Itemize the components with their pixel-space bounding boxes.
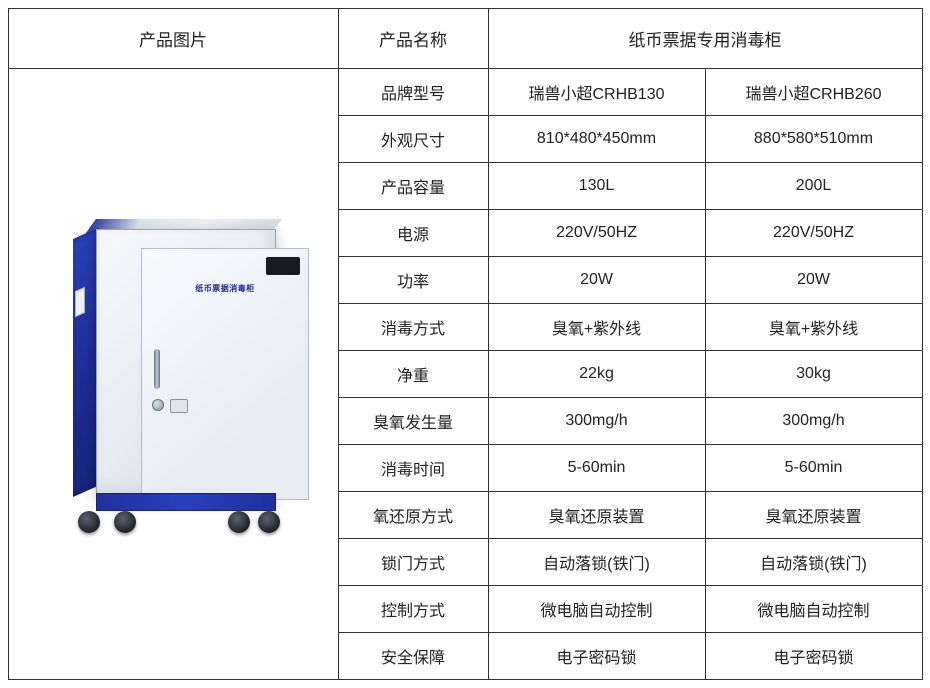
attr-value-model-2: 臭氧+紫外线	[705, 304, 922, 351]
keypad-lock-icon	[170, 399, 188, 413]
caster-wheel-icon	[228, 511, 250, 533]
attr-value-model-1: 臭氧还原装置	[488, 492, 705, 539]
attr-label: 臭氧发生量	[338, 398, 488, 445]
product-spec-table: 产品图片 产品名称 纸币票据专用消毒柜 纸币票据消毒柜	[8, 8, 923, 680]
attr-value-model-1: 300mg/h	[488, 398, 705, 445]
attr-value-model-1: 微电脑自动控制	[488, 586, 705, 633]
caster-wheel-icon	[78, 511, 100, 533]
caster-wheel-icon	[114, 511, 136, 533]
attr-value-model-1: 130L	[488, 163, 705, 210]
header-title: 纸币票据专用消毒柜	[488, 9, 922, 69]
cabinet-door: 纸币票据消毒柜	[141, 248, 309, 500]
attr-label: 控制方式	[338, 586, 488, 633]
attr-value-model-2: 880*580*510mm	[705, 116, 922, 163]
attr-value-model-2: 20W	[705, 257, 922, 304]
attr-label: 消毒时间	[338, 445, 488, 492]
attr-value-model-2: 电子密码锁	[705, 633, 922, 680]
attr-label: 消毒方式	[338, 304, 488, 351]
attr-value-model-1: 810*480*450mm	[488, 116, 705, 163]
cabinet-door-label: 纸币票据消毒柜	[195, 283, 255, 294]
attr-label: 品牌型号	[338, 69, 488, 116]
attr-label: 功率	[338, 257, 488, 304]
attr-value-model-2: 30kg	[705, 351, 922, 398]
table-header-row: 产品图片 产品名称 纸币票据专用消毒柜	[8, 9, 922, 69]
attr-label: 电源	[338, 210, 488, 257]
attr-value-model-1: 电子密码锁	[488, 633, 705, 680]
header-name-col: 产品名称	[338, 9, 488, 69]
attr-value-model-1: 220V/50HZ	[488, 210, 705, 257]
cabinet-side-sticker	[75, 287, 85, 317]
attr-value-model-2: 自动落锁(铁门)	[705, 539, 922, 586]
attr-value-model-2: 300mg/h	[705, 398, 922, 445]
attr-value-model-1: 自动落锁(铁门)	[488, 539, 705, 586]
attr-value-model-2: 臭氧还原装置	[705, 492, 922, 539]
attr-label: 净重	[338, 351, 488, 398]
control-panel-icon	[266, 257, 300, 275]
header-image-col: 产品图片	[8, 9, 338, 69]
attr-value-model-2: 瑞兽小超CRHB260	[705, 69, 922, 116]
attr-value-model-1: 臭氧+紫外线	[488, 304, 705, 351]
product-image-cell: 纸币票据消毒柜	[8, 69, 338, 680]
attr-value-model-1: 瑞兽小超CRHB130	[488, 69, 705, 116]
attr-value-model-1: 5-60min	[488, 445, 705, 492]
product-cabinet-illustration: 纸币票据消毒柜	[58, 219, 288, 529]
cabinet-body: 纸币票据消毒柜	[96, 229, 276, 497]
attr-value-model-2: 5-60min	[705, 445, 922, 492]
attr-label: 产品容量	[338, 163, 488, 210]
table-row: 纸币票据消毒柜 品牌型号 瑞兽小超CRHB130 瑞兽小超CRHB260	[8, 69, 922, 116]
attr-value-model-2: 220V/50HZ	[705, 210, 922, 257]
attr-label: 外观尺寸	[338, 116, 488, 163]
lock-knob-icon	[152, 399, 164, 411]
attr-label: 氧还原方式	[338, 492, 488, 539]
attr-value-model-1: 22kg	[488, 351, 705, 398]
cabinet-base	[96, 493, 276, 511]
caster-wheel-icon	[258, 511, 280, 533]
attr-label: 锁门方式	[338, 539, 488, 586]
attr-value-model-2: 200L	[705, 163, 922, 210]
door-handle-icon	[154, 349, 160, 389]
attr-label: 安全保障	[338, 633, 488, 680]
attr-value-model-2: 微电脑自动控制	[705, 586, 922, 633]
attr-value-model-1: 20W	[488, 257, 705, 304]
